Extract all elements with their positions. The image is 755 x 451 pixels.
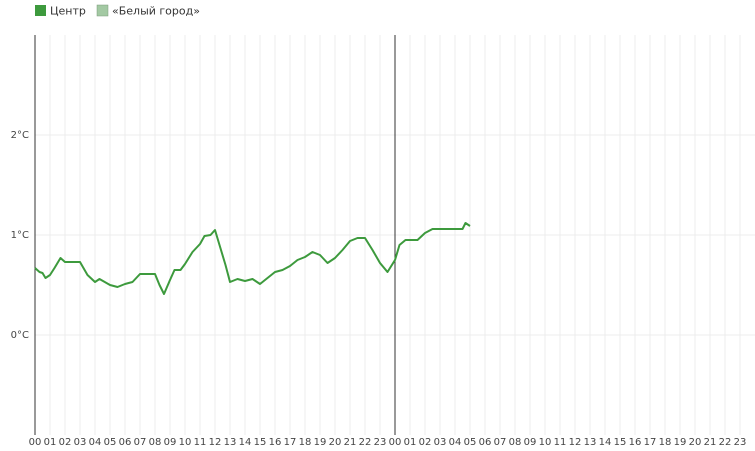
x-tick-label: 07 — [134, 437, 147, 448]
x-tick-label: 17 — [284, 437, 297, 448]
x-tick-label: 02 — [59, 437, 72, 448]
x-tick-label: 20 — [689, 437, 702, 448]
x-tick-label: 18 — [299, 437, 312, 448]
legend-label[interactable]: Центр — [50, 5, 86, 18]
y-tick-label: 0°C — [11, 330, 29, 341]
x-tick-label: 23 — [374, 437, 387, 448]
x-tick-label: 12 — [569, 437, 582, 448]
x-tick-label: 05 — [464, 437, 477, 448]
x-tick-label: 19 — [314, 437, 327, 448]
x-tick-label: 05 — [104, 437, 117, 448]
x-tick-label: 15 — [254, 437, 267, 448]
x-tick-label: 02 — [419, 437, 432, 448]
x-tick-label: 16 — [629, 437, 642, 448]
x-tick-label: 04 — [449, 437, 462, 448]
data-line — [34, 222, 471, 295]
x-tick-label: 13 — [224, 437, 237, 448]
x-tick-label: 19 — [674, 437, 687, 448]
x-tick-label: 17 — [644, 437, 657, 448]
x-tick-label: 03 — [74, 437, 87, 448]
x-tick-label: 13 — [584, 437, 597, 448]
x-tick-label: 10 — [539, 437, 552, 448]
x-tick-label: 14 — [239, 437, 252, 448]
x-tick-label: 09 — [524, 437, 537, 448]
x-tick-label: 06 — [119, 437, 132, 448]
x-tick-label: 15 — [614, 437, 627, 448]
x-tick-label: 01 — [404, 437, 417, 448]
x-tick-label: 16 — [269, 437, 282, 448]
x-tick-label: 08 — [149, 437, 162, 448]
x-tick-label: 11 — [554, 437, 567, 448]
x-tick-label: 21 — [344, 437, 357, 448]
x-tick-label: 01 — [44, 437, 57, 448]
x-tick-label: 11 — [194, 437, 207, 448]
x-tick-label: 20 — [329, 437, 342, 448]
y-tick-label: 1°C — [11, 230, 29, 241]
x-tick-label: 18 — [659, 437, 672, 448]
legend-label[interactable]: «Белый город» — [112, 5, 200, 18]
x-tick-label: 04 — [89, 437, 102, 448]
x-tick-label: 22 — [719, 437, 732, 448]
x-tick-label: 00 — [389, 437, 402, 448]
x-tick-label: 03 — [434, 437, 447, 448]
x-tick-label: 22 — [359, 437, 372, 448]
x-tick-label: 12 — [209, 437, 222, 448]
y-tick-label: 2°C — [11, 130, 29, 141]
x-tick-label: 00 — [29, 437, 42, 448]
x-tick-label: 10 — [179, 437, 192, 448]
legend-swatch[interactable] — [35, 5, 46, 16]
x-tick-label: 08 — [509, 437, 522, 448]
x-tick-label: 23 — [734, 437, 747, 448]
x-tick-label: 06 — [479, 437, 492, 448]
legend-swatch[interactable] — [96, 4, 109, 17]
x-tick-label: 09 — [164, 437, 177, 448]
x-tick-label: 14 — [599, 437, 612, 448]
x-tick-label: 21 — [704, 437, 717, 448]
x-tick-label: 07 — [494, 437, 507, 448]
